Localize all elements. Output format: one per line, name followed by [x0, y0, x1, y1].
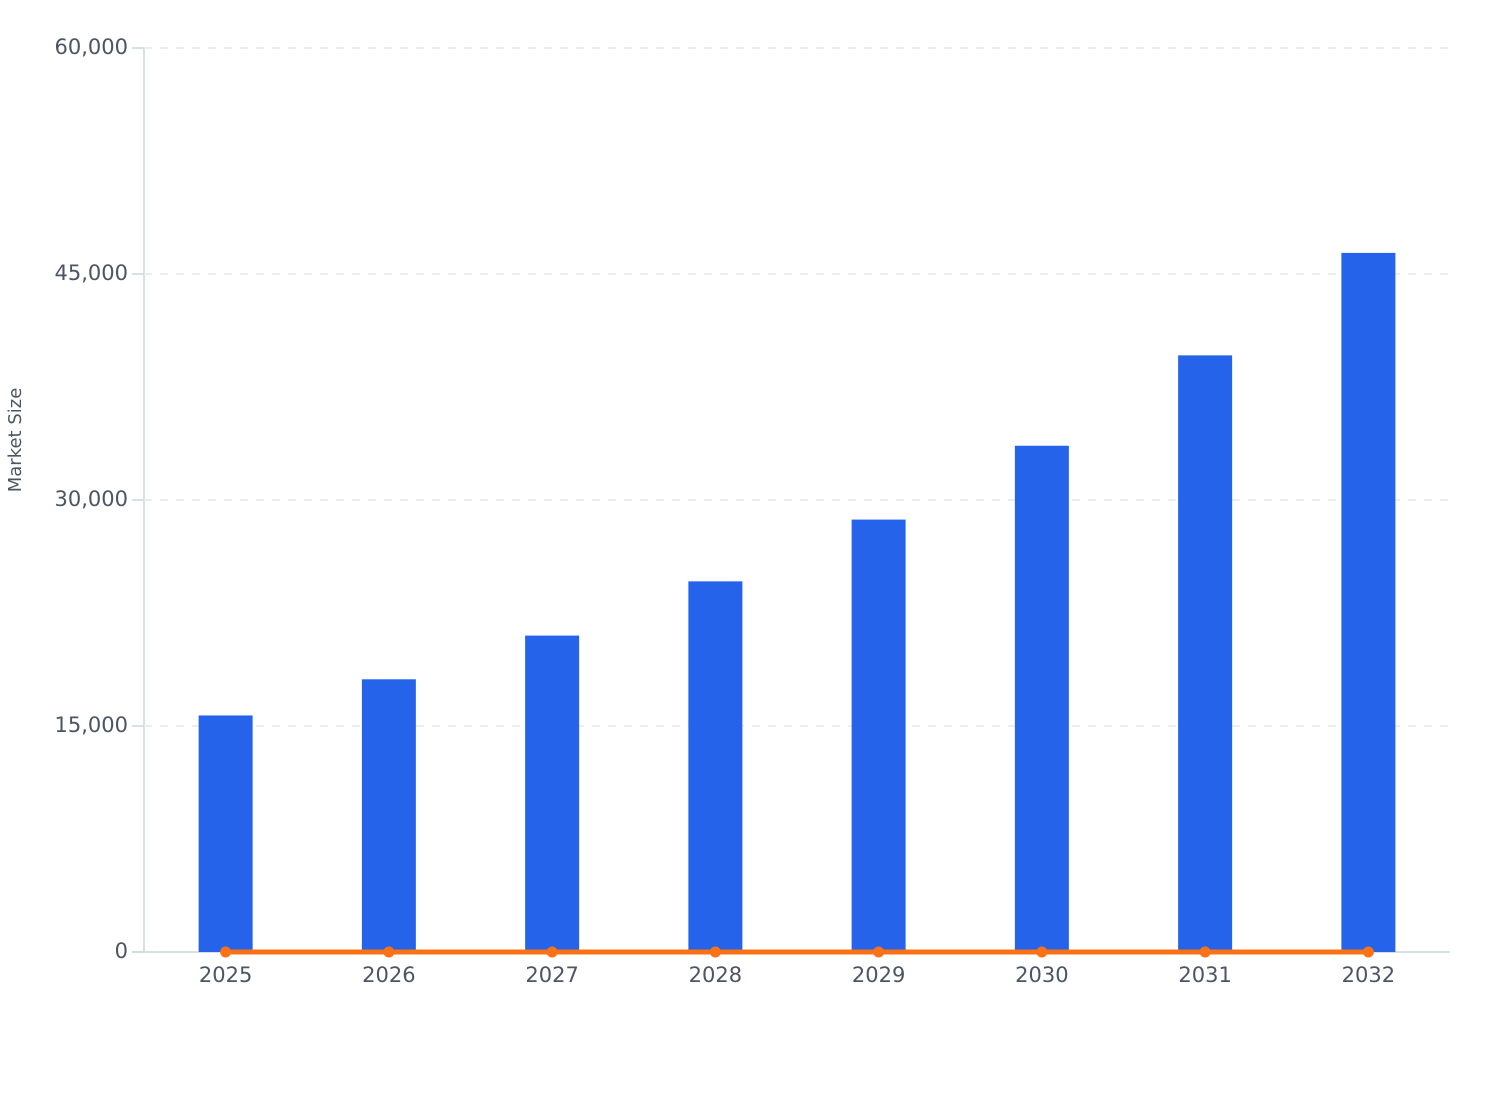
- y-tick-label: 0: [115, 939, 128, 963]
- line-point: [220, 946, 232, 958]
- y-tick-label: 60,000: [55, 35, 128, 59]
- x-tick-label: 2031: [1178, 963, 1231, 987]
- bar: [361, 679, 416, 952]
- bar: [851, 519, 906, 952]
- x-tick-label: 2026: [362, 963, 415, 987]
- line-point: [383, 946, 395, 958]
- line-point: [546, 946, 558, 958]
- x-tick-label: 2028: [689, 963, 742, 987]
- bar: [1178, 355, 1233, 952]
- bar: [688, 581, 743, 952]
- line-point: [709, 946, 721, 958]
- line-point: [1036, 946, 1048, 958]
- bar: [198, 715, 253, 952]
- bar: [1341, 252, 1396, 952]
- bar: [1014, 445, 1069, 952]
- y-tick-label: 30,000: [55, 487, 128, 511]
- bar: [525, 635, 580, 952]
- line-point: [1199, 946, 1211, 958]
- y-tick-label: 15,000: [55, 713, 128, 737]
- x-tick-label: 2030: [1015, 963, 1068, 987]
- line-point: [873, 946, 885, 958]
- x-tick-label: 2032: [1342, 963, 1395, 987]
- x-tick-label: 2025: [199, 963, 252, 987]
- x-tick-label: 2029: [852, 963, 905, 987]
- y-axis-label: Market Size: [5, 388, 26, 493]
- x-tick-label: 2027: [525, 963, 578, 987]
- line-point: [1362, 946, 1374, 958]
- y-tick-label: 45,000: [55, 261, 128, 285]
